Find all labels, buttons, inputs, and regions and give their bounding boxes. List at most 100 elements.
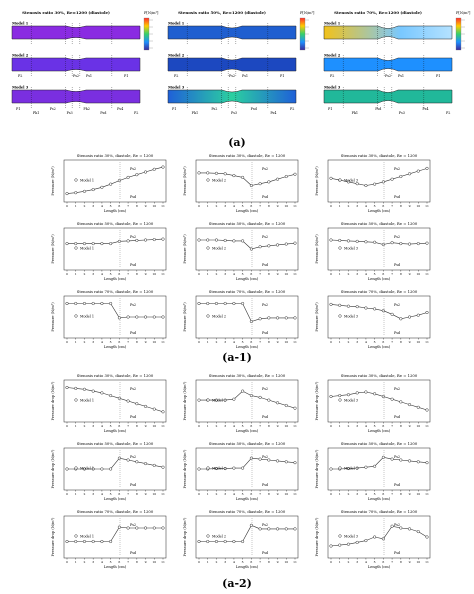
legend-marker [338, 178, 342, 182]
data-point [135, 526, 139, 530]
x-tick-label: 4 [233, 272, 235, 276]
data-point [346, 467, 351, 471]
x-tick-label: 3 [224, 340, 226, 344]
data-point [135, 460, 139, 464]
x-tick-label: 7 [391, 272, 393, 276]
x-tick-label: 1 [339, 492, 341, 496]
vessel-model [11, 25, 141, 40]
line-chart: Stenosis ratio 50%, diastole, Re = 1200 P… [315, 441, 431, 501]
data-point [91, 539, 95, 544]
data-point [126, 175, 130, 179]
x-tick-label: 2 [83, 272, 85, 276]
x-tick-label: 2 [215, 424, 217, 428]
probe-label: P1 [16, 107, 20, 111]
x-tick-label: 1 [339, 560, 341, 564]
data-point [241, 301, 245, 306]
data-point [91, 389, 95, 393]
y-axis-label: Pressure drop (N/m²) [315, 381, 319, 420]
contour-title: Stenosis ratio 50%, Re=1200 (diastole) [178, 10, 266, 15]
data-point [82, 539, 87, 544]
data-point [267, 458, 271, 462]
x-tick-label: 10 [152, 560, 156, 564]
line-chart: Stenosis ratio 70%, diastole, Re = 1200 P… [183, 289, 299, 349]
legend-label: Model 2 [212, 466, 226, 470]
data-point [355, 466, 359, 470]
data-point [338, 543, 342, 547]
probe-label: Ps4 [422, 107, 428, 111]
x-tick-label: 5 [242, 492, 244, 496]
vessel-model [323, 25, 453, 40]
data-point [100, 467, 104, 471]
data-point [346, 393, 351, 397]
plot-frame [195, 159, 299, 203]
y-axis-label: Pressure (N/m²) [183, 302, 187, 332]
vessel-model [167, 89, 297, 104]
data-point [135, 173, 139, 177]
data-point [364, 465, 368, 469]
data-point [329, 467, 333, 471]
data-point [214, 301, 219, 306]
annotation-psd: Psd [262, 415, 269, 419]
chart-title: Stenosis ratio 50%, diastole, Re = 1200 [77, 441, 154, 446]
x-tick-label: 5 [374, 340, 376, 344]
x-tick-label: 10 [152, 204, 156, 208]
data-point [364, 240, 368, 244]
data-point [82, 301, 87, 306]
x-tick-label: 1 [75, 492, 77, 496]
data-point [284, 460, 288, 464]
x-tick-label: 9 [145, 272, 147, 276]
data-point [249, 394, 253, 398]
data-point [249, 319, 253, 324]
data-point [117, 456, 121, 460]
x-tick-label: 7 [391, 560, 393, 564]
contour-title: Stenosis ratio 30%, Re=1200 (diastole) [22, 10, 110, 15]
probe-label: Psd [100, 111, 107, 115]
x-tick-label: 10 [284, 424, 288, 428]
x-tick-label: 8 [136, 204, 138, 208]
x-tick-label: 8 [400, 560, 402, 564]
x-axis-label: Length (cm) [104, 497, 127, 501]
x-tick-label: 6 [118, 340, 120, 344]
data-point [364, 539, 368, 543]
data-point [355, 239, 359, 243]
x-tick-label: 0 [198, 272, 200, 276]
x-tick-label: 10 [284, 204, 288, 208]
x-tick-label: 2 [347, 340, 349, 344]
x-tick-label: 8 [268, 492, 270, 496]
x-tick-label: 2 [215, 492, 217, 496]
x-tick-label: 5 [110, 272, 112, 276]
data-point [241, 389, 245, 393]
annotation-psd: Psd [394, 483, 401, 487]
data-point [232, 301, 236, 306]
data-point [100, 539, 104, 544]
chart-title: Stenosis ratio 30%, diastole, Re = 1200 [77, 153, 154, 158]
data-point [258, 457, 262, 461]
data-point [275, 243, 280, 247]
line-chart: Stenosis ratio 30%, diastole, Re = 1200 P… [183, 373, 299, 433]
data-point [143, 404, 148, 408]
x-tick-label: 7 [127, 340, 129, 344]
contour-panels: Stenosis ratio 30%, Re=1200 (diastole) P[… [11, 10, 471, 115]
legend-label: Model 3 [344, 534, 358, 538]
legend-marker [74, 178, 78, 182]
data-point [249, 247, 253, 251]
x-tick-label: 0 [66, 340, 68, 344]
data-point [425, 461, 429, 465]
x-tick-label: 9 [277, 560, 279, 564]
chart-title: Stenosis ratio 30%, diastole, Re = 1200 [209, 153, 286, 158]
data-point [152, 315, 156, 319]
legend-marker [206, 246, 210, 250]
data-point [143, 526, 148, 530]
y-axis-label: Pressure drop (N/m²) [51, 449, 55, 488]
color-scale-bar [143, 17, 150, 51]
annotation-ps2: Ps2 [262, 523, 268, 527]
x-tick-label: 3 [224, 492, 226, 496]
x-tick-label: 10 [284, 340, 288, 344]
data-point [161, 526, 165, 530]
x-tick-label: 2 [83, 492, 85, 496]
contour-unit: P[N/m²] [300, 11, 315, 15]
line-chart: Stenosis ratio 70%, diastole, Re = 1200 P… [183, 509, 299, 569]
y-axis-label: Pressure (N/m²) [51, 302, 55, 332]
data-point [284, 403, 288, 408]
data-point [65, 467, 69, 471]
